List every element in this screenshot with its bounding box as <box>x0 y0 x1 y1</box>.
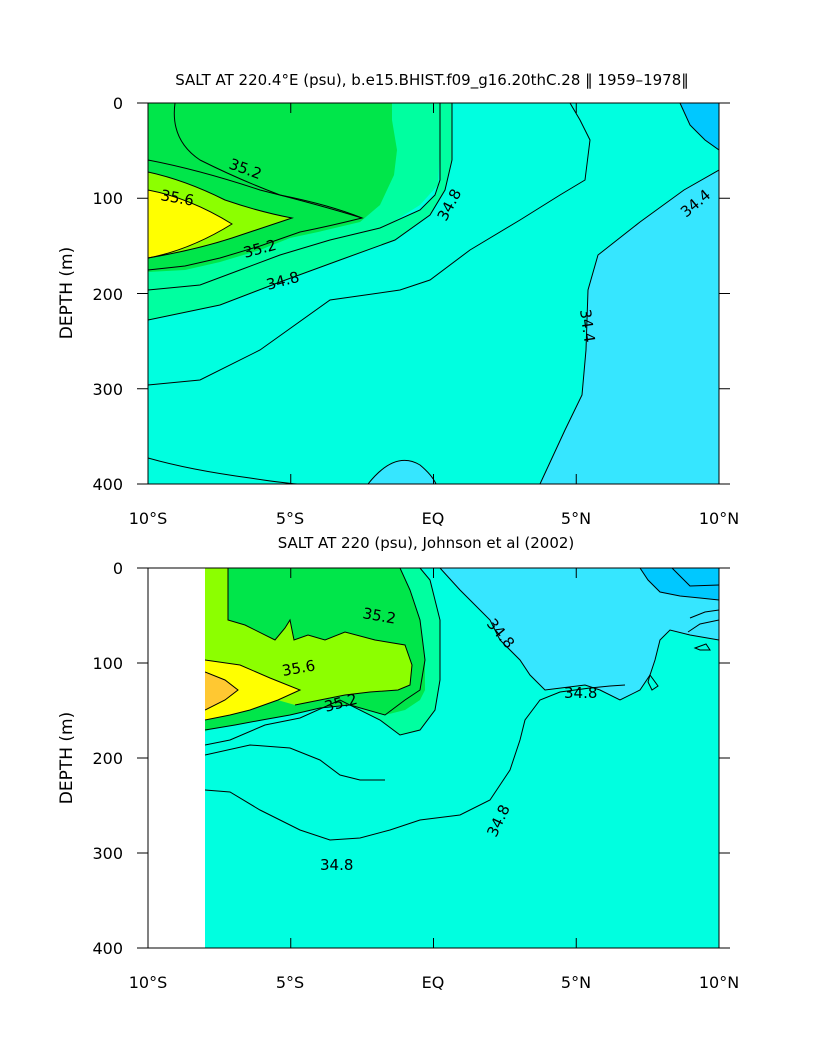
top-contour-line <box>148 457 301 484</box>
bottom-fill-358 <box>205 672 238 710</box>
bottom-title: SALT AT 220 (psu), Johnson et al (2002) <box>278 534 575 552</box>
bottom-no-data <box>149 568 205 948</box>
x-tick-label: 5°N <box>561 509 591 528</box>
bottom-plot-area <box>147 567 720 949</box>
bottom-contour-line <box>647 673 659 691</box>
bottom-contour-lines <box>205 568 719 841</box>
y-tick-label: 300 <box>92 380 123 399</box>
top-fill-342 <box>680 103 719 150</box>
top-contour-line <box>148 189 233 259</box>
top-title: SALT AT 220.4°E (psu), b.e15.BHIST.f09_g… <box>175 71 689 90</box>
top-contour-line <box>148 103 591 386</box>
top-contour-lines <box>148 103 719 484</box>
top-contour-line <box>148 103 441 291</box>
top-fill-356-upper <box>148 190 232 258</box>
top-contour-label: 35.6 <box>159 186 195 210</box>
top-fill-350-deep <box>148 103 452 320</box>
top-y-axis-label: DEPTH (m) <box>57 247 77 339</box>
top-plot-area <box>147 102 720 485</box>
y-tick-label: 100 <box>92 189 123 208</box>
x-tick-label: 5°S <box>276 973 304 992</box>
top-x-ticks <box>147 103 720 484</box>
x-tick-label: 5°S <box>276 509 304 528</box>
bottom-y-axis-label: DEPTH (m) <box>57 712 77 804</box>
top-panel: SALT AT 220.4°E (psu), b.e15.BHIST.f09_g… <box>57 71 739 528</box>
bottom-x-ticklabels: 10°S 5°S EQ 5°N 10°N <box>129 973 739 992</box>
x-tick-label: 10°S <box>129 509 168 528</box>
bottom-contour-label: 35.2 <box>361 604 397 628</box>
bottom-y-ticks <box>137 567 730 949</box>
y-tick-label: 100 <box>92 654 123 673</box>
bottom-contour-label: 34.8 <box>564 684 597 702</box>
bottom-y-ticklabels: 0 100 200 300 400 <box>92 559 123 958</box>
bottom-contour-line <box>205 671 239 711</box>
bottom-contour-line <box>639 568 719 601</box>
bottom-contour-line <box>205 568 426 731</box>
y-tick-label: 400 <box>92 939 123 958</box>
bottom-contour-line <box>205 659 302 721</box>
bottom-fill-346 <box>440 568 719 700</box>
x-tick-label: EQ <box>422 973 445 992</box>
x-tick-label: 10°N <box>699 509 739 528</box>
x-tick-label: 5°N <box>561 973 591 992</box>
top-y-ticks <box>137 102 730 485</box>
bottom-contour-label: 35.6 <box>281 656 317 680</box>
bottom-contour-labels: 35.2 35.6 35.2 34.8 34.8 34.8 34.8 <box>281 604 598 874</box>
bottom-fill-344b <box>672 568 719 586</box>
top-contour-line <box>173 103 363 219</box>
top-fill-deep-blob <box>368 460 436 484</box>
top-contour-label: 34.4 <box>576 308 598 344</box>
bottom-contour-line <box>671 568 719 587</box>
bottom-contour-line <box>205 568 441 746</box>
top-y-ticklabels: 0 100 200 300 400 <box>92 94 123 494</box>
bottom-contour-line <box>689 609 719 619</box>
y-tick-label: 200 <box>92 285 123 304</box>
x-tick-label: EQ <box>422 509 445 528</box>
x-tick-label: 10°N <box>699 973 739 992</box>
x-tick-label: 10°S <box>129 973 168 992</box>
top-contour-line <box>367 459 437 484</box>
bottom-x-ticks <box>147 568 720 948</box>
bottom-contour-label: 34.8 <box>320 856 353 874</box>
y-tick-label: 400 <box>92 475 123 494</box>
top-contour-line <box>679 103 719 151</box>
top-x-ticklabels: 10°S 5°S EQ 5°N 10°N <box>129 509 739 528</box>
top-contour-line <box>148 103 453 321</box>
bottom-contour-line <box>227 568 413 706</box>
top-contour-line <box>148 171 294 259</box>
bottom-fill-356 <box>205 660 300 720</box>
bottom-contour-line <box>205 744 385 781</box>
y-tick-label: 300 <box>92 844 123 863</box>
y-tick-label: 0 <box>113 94 123 113</box>
bottom-panel: SALT AT 220 (psu), Johnson et al (2002) <box>57 534 739 992</box>
top-contour-line <box>148 159 364 271</box>
top-fill-deep <box>148 103 719 484</box>
top-fill-346 <box>540 170 719 484</box>
y-tick-label: 200 <box>92 749 123 768</box>
y-tick-label: 0 <box>113 559 123 578</box>
bottom-contour-line <box>693 643 711 651</box>
bottom-contour-line <box>687 619 719 633</box>
bottom-contour-line <box>205 684 626 841</box>
top-contour-line <box>539 169 719 484</box>
